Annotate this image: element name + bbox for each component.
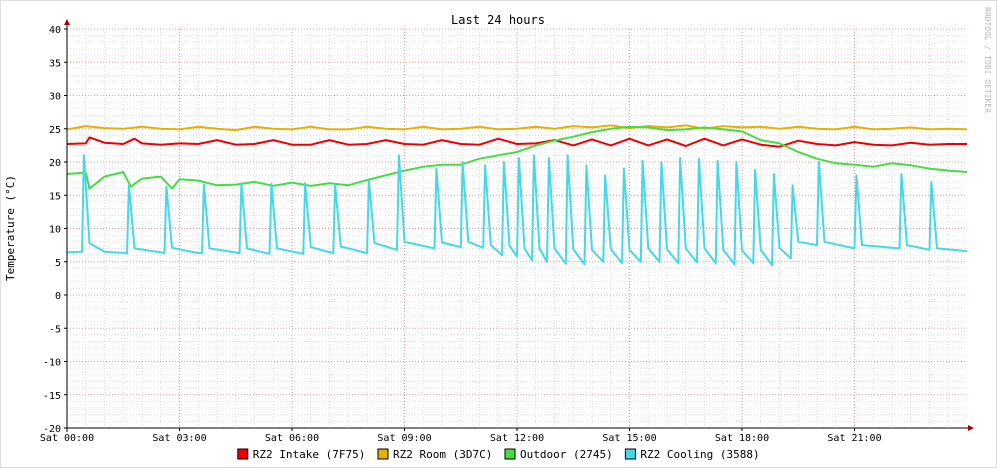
x-tick-label: Sat 06:00 xyxy=(265,433,319,444)
legend-label-3: RZ2 Cooling (3588) xyxy=(640,448,759,461)
y-axis-label: Temperature (°C) xyxy=(4,175,17,281)
grid xyxy=(66,28,967,429)
y-tick-label: 35 xyxy=(49,58,61,69)
y-tick-label: 5 xyxy=(55,258,61,269)
x-tick-label: Sat 12:00 xyxy=(490,433,544,444)
series-lines xyxy=(66,124,968,267)
series-line-2 xyxy=(66,125,968,190)
series-line-3 xyxy=(66,154,968,267)
y-tick-label: -15 xyxy=(43,391,61,402)
chart-title: Last 24 hours xyxy=(451,13,545,27)
watermark: RRDTOOL / TOBI OETIKER xyxy=(983,7,992,113)
legend-swatch-1 xyxy=(377,448,389,460)
x-tick-label: Sat 00:00 xyxy=(40,433,94,444)
legend-label-0: RZ2 Intake (7F75) xyxy=(253,448,366,461)
y-axis-arrow xyxy=(64,19,70,25)
y-tick-label: -10 xyxy=(43,358,61,369)
y-tick-label: 25 xyxy=(49,125,61,136)
y-tick-label: 0 xyxy=(55,291,61,302)
x-tick-label: Sat 03:00 xyxy=(152,433,206,444)
x-tick-label: Sat 18:00 xyxy=(715,433,769,444)
x-tick-label: Sat 15:00 xyxy=(602,433,656,444)
legend-swatch-0 xyxy=(237,448,249,460)
x-axis-arrow xyxy=(968,425,974,431)
y-tick-label: 30 xyxy=(49,92,61,103)
legend-label-1: RZ2 Room (3D7C) xyxy=(393,448,492,461)
x-tick-label: Sat 21:00 xyxy=(827,433,881,444)
legend-swatch-2 xyxy=(504,448,516,460)
y-tick-label: 20 xyxy=(49,158,61,169)
series-line-1 xyxy=(66,124,968,132)
y-tick-label: 40 xyxy=(49,25,61,36)
y-tick-label: -5 xyxy=(49,324,61,335)
x-tick-label: Sat 09:00 xyxy=(377,433,431,444)
legend-swatch-3 xyxy=(624,448,636,460)
y-tick-label: 10 xyxy=(49,225,61,236)
legend: RZ2 Intake (7F75) RZ2 Room (3D7C) Outdoor … xyxy=(237,448,760,461)
legend-label-2: Outdoor (2745) xyxy=(520,448,613,461)
y-tick-label: 15 xyxy=(49,191,61,202)
y-tick-label: -20 xyxy=(43,424,61,435)
series-line-0 xyxy=(66,136,967,148)
